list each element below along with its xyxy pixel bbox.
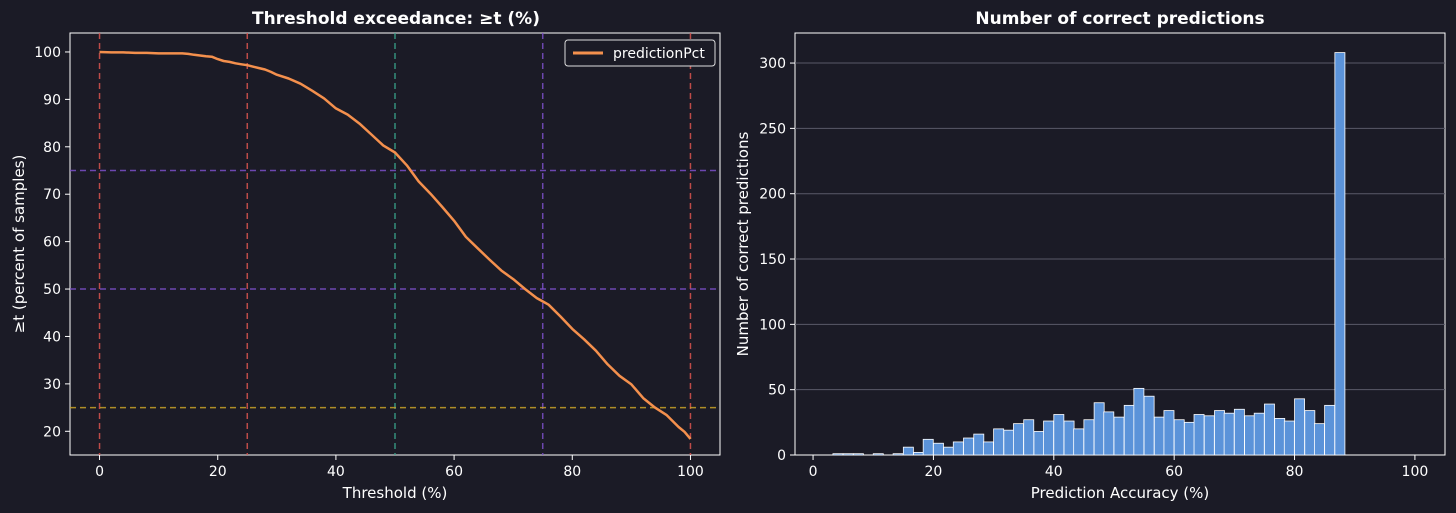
histogram-bar <box>1203 415 1215 456</box>
x-tick-label: 20 <box>925 464 943 480</box>
histogram-bar <box>1304 410 1316 456</box>
histogram-bar <box>922 438 934 456</box>
correct-predictions-chart-title: Number of correct predictions <box>975 9 1264 29</box>
histogram-bar <box>1283 420 1295 456</box>
threshold-series <box>99 50 692 440</box>
histogram-bar <box>1023 419 1035 456</box>
histogram-bar <box>1163 410 1175 456</box>
histogram-bar <box>1033 431 1045 456</box>
histogram-bar <box>1143 395 1155 456</box>
threshold-x-label: Threshold (%) <box>342 484 448 502</box>
legend-box <box>564 39 716 67</box>
x-tick-label: 0 <box>95 464 104 480</box>
histogram-bar <box>1153 416 1165 456</box>
histogram-y-label: Number of correct predictions <box>734 132 752 357</box>
x-tick-label: 40 <box>327 464 345 480</box>
histogram-bar <box>1223 412 1235 456</box>
histogram-bar <box>1253 412 1265 456</box>
histogram-bar <box>943 446 955 456</box>
x-tick-label: 80 <box>1286 464 1304 480</box>
histogram-x-ticks: 0 20 40 60 80 100 <box>809 455 1429 480</box>
histogram-bar <box>1183 421 1195 456</box>
histogram-bar <box>892 453 904 456</box>
histogram-bar <box>1083 419 1095 456</box>
x-tick-label: 100 <box>677 464 704 480</box>
x-tick-label: 0 <box>809 464 818 480</box>
histogram-bar <box>1244 415 1256 456</box>
histogram-bar <box>973 433 985 456</box>
histogram-bar <box>842 453 854 456</box>
y-tick-label: 80 <box>43 140 61 156</box>
threshold-y-label: ≥t (percent of samples) <box>10 155 28 334</box>
y-tick-label: 30 <box>43 377 61 393</box>
y-tick-label: 40 <box>43 329 61 345</box>
correct-predictions-chart: Number of correct predictions 0 20 40 60 80 1… <box>734 9 1446 502</box>
histogram-bar <box>963 437 974 456</box>
histogram-bar <box>1214 410 1225 456</box>
y-tick-label: 20 <box>43 424 61 440</box>
histogram-bar <box>952 441 964 456</box>
histogram-bar <box>1334 52 1346 456</box>
histogram-bar <box>852 453 864 456</box>
y-tick-label: 300 <box>759 56 786 72</box>
histogram-bar <box>1173 419 1185 456</box>
histogram-bar <box>1123 404 1135 456</box>
x-tick-label: 100 <box>1402 464 1429 480</box>
threshold-chart-title: Threshold exceedance: ≥t (%) <box>252 9 540 29</box>
histogram-bars <box>832 52 1346 456</box>
histogram-y-ticks: 0 50 100 150 200 250 300 <box>759 56 795 464</box>
histogram-bar <box>993 428 1005 456</box>
x-tick-label: 60 <box>1165 464 1183 480</box>
histogram-bar <box>1274 418 1286 456</box>
x-tick-label: 60 <box>445 464 463 480</box>
y-tick-label: 100 <box>34 45 61 61</box>
histogram-bar <box>1294 398 1305 456</box>
histogram-bar <box>1264 403 1275 456</box>
y-tick-label: 70 <box>43 187 61 203</box>
y-tick-label: 100 <box>759 317 786 333</box>
histogram-plot-area <box>794 32 1446 456</box>
x-tick-label: 20 <box>209 464 227 480</box>
histogram-bar <box>1003 429 1015 456</box>
legend-label-predictionPct: predictionPct <box>613 46 705 62</box>
y-tick-label: 200 <box>759 187 786 203</box>
histogram-bar <box>832 453 844 456</box>
histogram-bar <box>1113 416 1125 456</box>
histogram-bar <box>1073 428 1085 456</box>
y-tick-label: 150 <box>759 252 786 268</box>
histogram-bar <box>1103 411 1115 456</box>
histogram-bar <box>1193 414 1205 456</box>
histogram-bar <box>872 453 884 456</box>
x-tick-label: 80 <box>563 464 581 480</box>
y-tick-label: 250 <box>759 121 786 137</box>
y-tick-label: 90 <box>43 92 61 108</box>
histogram-bar <box>1313 423 1325 456</box>
histogram-bar <box>902 446 914 456</box>
series-line-predictionPct <box>99 50 692 440</box>
histogram-bar <box>982 441 994 456</box>
histogram-bar <box>913 451 925 456</box>
threshold-x-ticks: 0 20 40 60 80 100 <box>95 455 704 480</box>
threshold-reference-lines <box>70 33 720 455</box>
histogram-bar <box>1053 414 1065 456</box>
histogram-bar <box>1233 408 1245 456</box>
threshold-legend: predictionPct <box>564 39 716 67</box>
threshold-chart: Threshold exceedance: ≥t (%) 0 20 40 60 80 10… <box>10 9 721 502</box>
histogram-bar <box>1133 387 1145 456</box>
histogram-bar <box>1324 404 1336 456</box>
histogram-bar <box>1063 420 1075 456</box>
histogram-bar <box>1013 423 1024 456</box>
histogram-x-label: Prediction Accuracy (%) <box>1031 484 1210 502</box>
threshold-y-ticks: 20 30 40 50 60 70 80 90 100 <box>34 45 70 440</box>
histogram-bar <box>933 442 944 456</box>
y-tick-label: 50 <box>768 383 786 399</box>
y-tick-label: 50 <box>43 282 61 298</box>
y-tick-label: 0 <box>777 448 786 464</box>
x-tick-label: 40 <box>1045 464 1063 480</box>
y-tick-label: 60 <box>43 235 61 251</box>
histogram-bar <box>1093 402 1105 456</box>
histogram-bar <box>1043 420 1055 456</box>
